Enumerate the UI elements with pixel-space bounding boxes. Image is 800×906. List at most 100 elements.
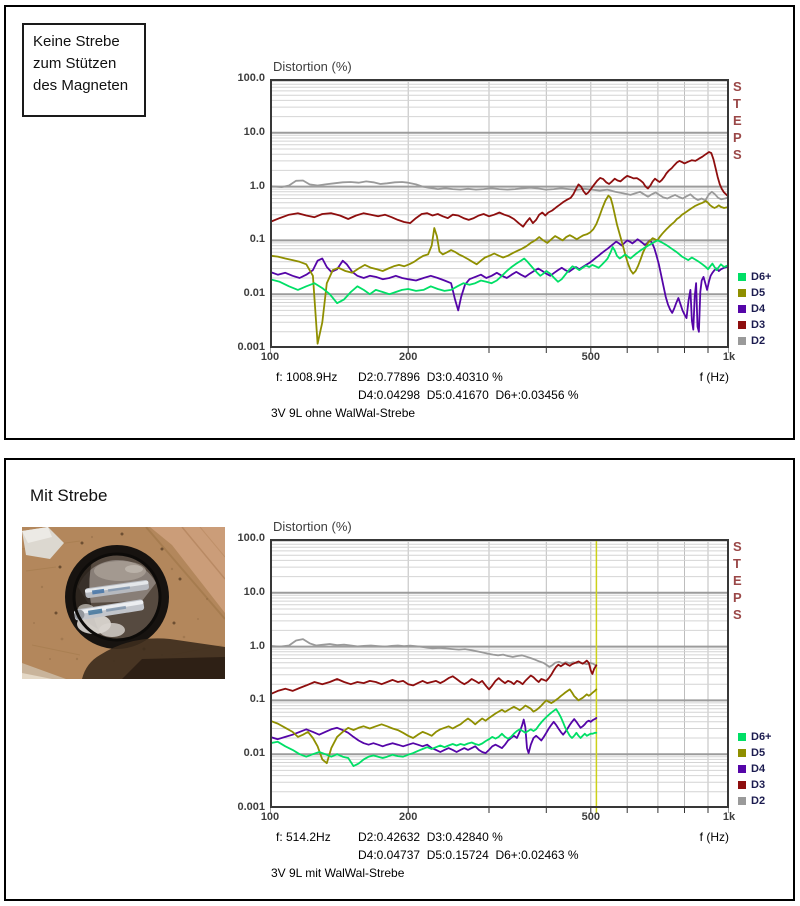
legend-swatch-icon: [738, 797, 746, 805]
x-axis-labels: 100 200 500 1k: [261, 811, 735, 825]
distortion-readout-line2: D4:0.04737 D5:0.15724 D6+:0.02463 %: [358, 848, 579, 862]
legend-swatch-icon: [738, 781, 746, 789]
speaker-brace-photo: [22, 527, 225, 679]
legend-item-D2: D2: [738, 793, 772, 809]
plot-area: [270, 539, 729, 813]
legend: D6+ D5 D4 D3 D2: [738, 269, 772, 349]
legend-item-D6+: D6+: [738, 269, 772, 285]
plot-border: [270, 79, 729, 348]
x-tick-label: 500: [581, 811, 600, 823]
series-D5: [270, 194, 729, 345]
y-tick-label: 10.0: [243, 125, 265, 138]
distortion-chart-mit-strebe: Distortion (%) 100.0 10.0 1.0 0.1 0.01 0.001 …: [237, 519, 800, 884]
steps-watermark-letter: P: [733, 590, 742, 605]
y-tick-label: 0.1: [249, 233, 265, 246]
x-tick-label: 1k: [722, 811, 736, 823]
legend: D6+ D5 D4 D3 D2: [738, 729, 772, 809]
note-text: Mit Strebe: [30, 486, 108, 505]
brace-bar-upper: [84, 579, 149, 599]
steps-watermark-letter: T: [733, 96, 741, 111]
legend-swatch-icon: [738, 337, 746, 345]
steps-watermark-letter: E: [733, 573, 742, 588]
legend-label: D2: [751, 795, 766, 807]
y-tick-label: 0.1: [249, 693, 265, 706]
series-D6+: [270, 708, 598, 768]
x-tick-label: 500: [581, 351, 600, 363]
legend-label: D4: [751, 303, 766, 315]
y-tick-label: 100.0: [237, 72, 265, 84]
distortion-chart-ohne-strebe: Distortion (%) 100.0 10.0 1.0 0.1 0.01 0.001 …: [237, 59, 800, 424]
legend-item-D3: D3: [738, 317, 772, 333]
legend-label: D3: [751, 779, 766, 791]
cursor-frequency-readout: f: 1008.9Hz: [276, 370, 338, 384]
x-axis-labels: 100 200 500 1k: [261, 351, 735, 365]
legend-swatch-icon: [738, 289, 746, 297]
series-D6+: [270, 239, 729, 305]
legend-item-D2: D2: [738, 333, 772, 349]
steps-watermark-letter: P: [733, 130, 742, 145]
legend-item-D5: D5: [738, 745, 772, 761]
note-line-2: zum Stützen: [33, 55, 117, 72]
brace-bar-lower: [74, 599, 145, 621]
steps-watermark-letter: S: [733, 607, 742, 622]
legend-item-D5: D5: [738, 285, 772, 301]
series-D2: [270, 179, 729, 202]
series-D4: [270, 717, 598, 755]
y-tick-label: 100.0: [237, 532, 265, 544]
wood-speckles: [33, 535, 209, 663]
plot-background: [271, 540, 728, 807]
distortion-readout-line1: D2:0.42632 D3:0.42840 %: [358, 830, 503, 844]
legend-swatch-icon: [738, 733, 746, 741]
steps-watermark-letter: E: [733, 113, 742, 128]
y-axis-labels: 100.0 10.0 1.0 0.1 0.01 0.001: [217, 532, 265, 814]
distortion-readout-line1: D2:0.77896 D3:0.40310 %: [358, 370, 503, 384]
x-tick-label: 100: [260, 351, 280, 363]
note-line-3: des Magneten: [33, 77, 129, 94]
plot-border: [270, 539, 729, 808]
series-D4: [270, 238, 729, 333]
note-line-1: Keine Strebe: [33, 33, 120, 50]
series-D5: [270, 688, 598, 765]
legend-label: D2: [751, 335, 766, 347]
x-tick-label: 200: [398, 811, 418, 823]
y-tick-label: 0.01: [243, 747, 265, 760]
x-tick-label: 100: [260, 811, 280, 823]
chart-title: Distortion (%): [273, 519, 352, 534]
legend-item-D4: D4: [738, 761, 772, 777]
legend-swatch-icon: [738, 305, 746, 313]
series-D3: [270, 659, 598, 696]
legend-label: D6+: [751, 731, 772, 743]
y-tick-label: 0.001: [237, 341, 265, 353]
legend-swatch-icon: [738, 273, 746, 281]
y-tick-label: 1.0: [249, 639, 265, 652]
y-tick-label: 0.001: [237, 801, 265, 813]
measurement-caption: 3V 9L mit WalWal-Strebe: [271, 866, 405, 880]
panel-ohne-strebe: Keine Strebe zum Stützen des Magneten Di…: [4, 5, 795, 440]
x-axis-unit-label: f (Hz): [699, 370, 729, 384]
y-tick-label: 10.0: [243, 585, 265, 598]
legend-label: D3: [751, 319, 766, 331]
panel-mit-strebe: Mit Strebe: [4, 458, 795, 901]
legend-item-D6+: D6+: [738, 729, 772, 745]
y-axis-labels: 100.0 10.0 1.0 0.1 0.01 0.001: [217, 72, 265, 354]
x-tick-label: 1k: [722, 351, 736, 363]
legend-label: D5: [751, 287, 766, 299]
steps-watermark-letter: S: [733, 539, 742, 554]
y-tick-label: 0.01: [243, 287, 265, 300]
series-D3: [270, 151, 729, 228]
series-D2: [270, 638, 598, 668]
measurement-caption: 3V 9L ohne WalWal-Strebe: [271, 406, 416, 420]
chart-title: Distortion (%): [273, 59, 352, 74]
steps-watermark-letter: S: [733, 79, 742, 94]
x-axis-unit-label: f (Hz): [699, 830, 729, 844]
note-box: Keine Strebe zum Stützen des Magneten: [22, 23, 146, 117]
legend-label: D6+: [751, 271, 772, 283]
plot-area: [270, 79, 729, 353]
legend-swatch-icon: [738, 321, 746, 329]
legend-item-D3: D3: [738, 777, 772, 793]
legend-item-D4: D4: [738, 301, 772, 317]
legend-label: D4: [751, 763, 766, 775]
steps-watermark-letter: T: [733, 556, 741, 571]
